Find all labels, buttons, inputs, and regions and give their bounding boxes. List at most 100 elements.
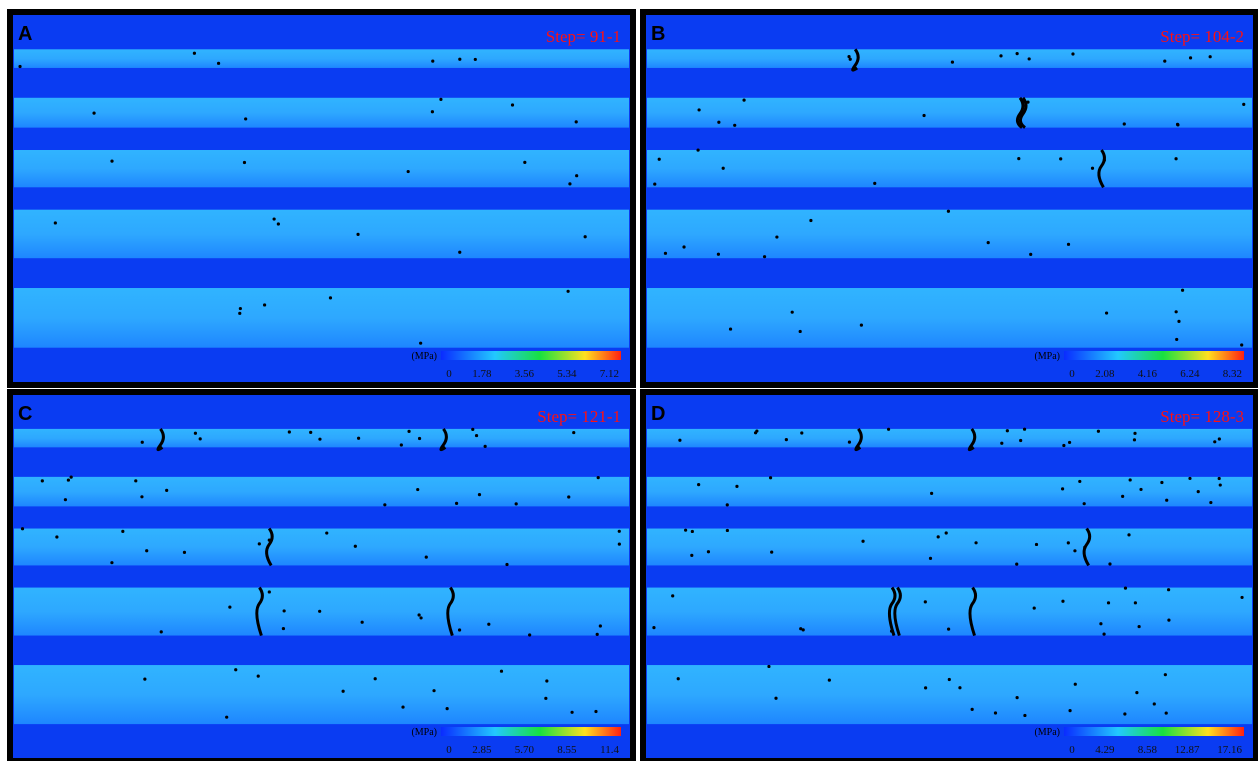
rock-layer <box>14 49 629 68</box>
crack-point <box>1068 709 1071 712</box>
crack-point <box>329 296 332 299</box>
crack-point <box>121 530 124 533</box>
crack-point <box>1218 437 1221 440</box>
crack-point <box>999 54 1002 57</box>
crack-point <box>183 551 186 554</box>
crack-point <box>742 99 745 102</box>
crack-point <box>1240 596 1243 599</box>
crack-point <box>92 111 95 114</box>
colorbar-tick-label: 2.08 <box>1095 368 1115 380</box>
colorbar <box>441 727 621 736</box>
crack-point <box>697 108 700 111</box>
crack-point <box>958 686 961 689</box>
crack-point <box>401 705 404 708</box>
rock-layer <box>647 98 1252 128</box>
crack-point <box>361 621 364 624</box>
colorbar-tick-label: 1.78 <box>472 368 492 380</box>
crack-point <box>924 600 927 603</box>
crack-point <box>1175 338 1178 341</box>
colorbar-tick-label: 5.34 <box>557 368 577 380</box>
crack-point <box>570 711 573 714</box>
colorbar-tick-label: 4.16 <box>1138 368 1158 380</box>
crack-point <box>141 441 144 444</box>
crack-point <box>1062 444 1065 447</box>
crack-point <box>1000 442 1003 445</box>
crack-point <box>1213 440 1216 443</box>
crack-point <box>847 55 850 58</box>
crack-point <box>873 182 876 185</box>
crack-point <box>160 630 163 633</box>
crack-point <box>930 492 933 495</box>
crack-point <box>717 121 720 124</box>
crack-point <box>318 610 321 613</box>
crack-point <box>432 689 435 692</box>
crack-point <box>860 324 863 327</box>
colorbar-tick-label: 7.12 <box>600 368 619 380</box>
panel-label: D <box>651 403 665 425</box>
crack-point <box>1164 673 1167 676</box>
crack-point <box>199 437 202 440</box>
crack-point <box>234 668 237 671</box>
colorbar <box>1064 351 1244 360</box>
crack-point <box>225 716 228 719</box>
crack-point <box>1165 711 1168 714</box>
crack-point <box>722 167 725 170</box>
crack-point <box>356 233 359 236</box>
crack-point <box>1033 606 1036 609</box>
crack-point <box>277 222 280 225</box>
rock-layer <box>647 429 1252 447</box>
crack-point <box>971 708 974 711</box>
crack-point <box>544 697 547 700</box>
crack-point <box>755 429 758 432</box>
crack-point <box>887 428 890 431</box>
crack-point <box>263 303 266 306</box>
crack-point <box>288 430 291 433</box>
rock-layer <box>14 288 629 348</box>
crack-point <box>258 542 261 545</box>
crack-point <box>1197 490 1200 493</box>
crack-point <box>1102 633 1105 636</box>
crack-point <box>1074 683 1077 686</box>
crack-point <box>342 690 345 693</box>
crack-point <box>726 529 729 532</box>
panel-label: A <box>18 23 32 45</box>
figure: AStep= 91-1(MPa)01.783.565.347.12BStep= … <box>0 0 1258 761</box>
crack-point <box>802 628 805 631</box>
colorbar <box>441 351 621 360</box>
crack-point <box>1067 243 1070 246</box>
crack-point <box>664 252 667 255</box>
crack-point <box>572 431 575 434</box>
crack-point <box>1028 57 1031 60</box>
crack-point <box>861 540 864 543</box>
crack-point <box>1127 533 1130 536</box>
crack-point <box>1188 477 1191 480</box>
step-label: Step= 91-1 <box>546 27 621 46</box>
crack-point <box>690 554 693 557</box>
crack-point <box>691 530 694 533</box>
crack-point <box>678 439 681 442</box>
crack-point <box>21 527 24 530</box>
crack-point <box>707 550 710 553</box>
crack-point <box>54 221 57 224</box>
crack-point <box>1240 343 1243 346</box>
colorbar-tick-label: 8.58 <box>1138 744 1158 756</box>
crack-point <box>110 160 113 163</box>
crack-point <box>567 290 570 293</box>
colorbar-tick-label: 0 <box>1069 744 1075 756</box>
panel: CStep= 121-1(MPa)02.855.708.5511.4 <box>10 392 633 761</box>
crack-point <box>1059 157 1062 160</box>
step-label: Step= 128-3 <box>1160 407 1244 426</box>
crack-point <box>568 182 571 185</box>
crack-point <box>431 60 434 63</box>
crack-point <box>1097 430 1100 433</box>
crack-point <box>677 677 680 680</box>
rock-layer <box>647 665 1252 724</box>
crack-point <box>18 65 21 68</box>
crack-point <box>1099 622 1102 625</box>
crack-point <box>652 626 655 629</box>
crack-point <box>487 623 490 626</box>
crack-point <box>575 174 578 177</box>
crack-point <box>1153 702 1156 705</box>
crack-point <box>55 535 58 538</box>
rock-layer <box>14 98 629 128</box>
